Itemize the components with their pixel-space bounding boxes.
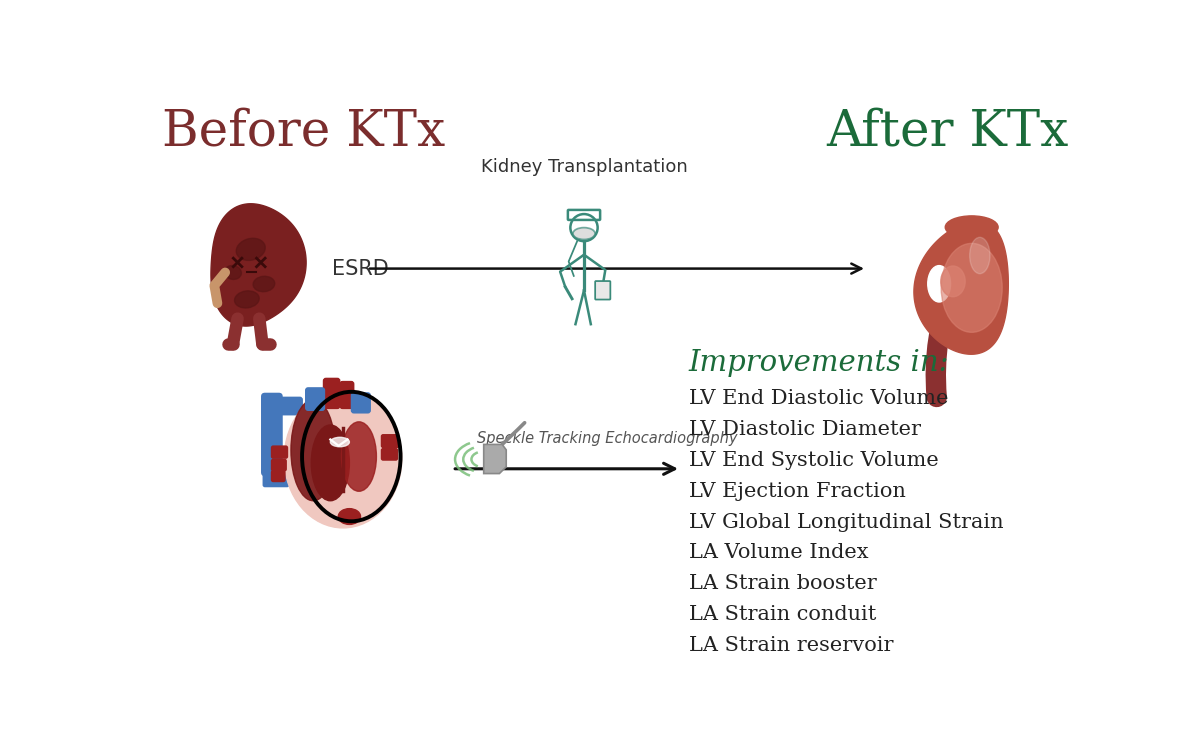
FancyBboxPatch shape [305,387,325,411]
Ellipse shape [342,422,377,491]
Polygon shape [484,445,506,473]
Ellipse shape [224,265,241,280]
Text: Speckle Tracking Echocardiography: Speckle Tracking Echocardiography [478,431,738,446]
Text: LA Strain reservoir: LA Strain reservoir [689,636,893,655]
Text: LV End Systolic Volume: LV End Systolic Volume [689,451,938,470]
Text: LV Ejection Fraction: LV Ejection Fraction [689,482,906,501]
FancyBboxPatch shape [271,445,288,459]
Ellipse shape [290,400,336,500]
Ellipse shape [928,265,950,302]
FancyBboxPatch shape [263,471,289,488]
Text: ESRD: ESRD [332,259,389,279]
Text: LV Diastolic Diameter: LV Diastolic Diameter [689,420,920,439]
Ellipse shape [311,425,349,500]
Text: LA Volume Index: LA Volume Index [689,544,868,562]
Text: LA Strain conduit: LA Strain conduit [689,605,876,624]
Text: After KTx: After KTx [826,107,1068,156]
Ellipse shape [253,276,275,292]
FancyBboxPatch shape [380,448,398,460]
Text: Kidney Transplantation: Kidney Transplantation [481,158,688,176]
FancyBboxPatch shape [595,281,611,299]
FancyBboxPatch shape [262,392,283,476]
Ellipse shape [946,216,998,239]
Ellipse shape [330,437,349,447]
FancyBboxPatch shape [262,397,302,416]
Text: Improvements in:: Improvements in: [689,349,949,377]
Ellipse shape [572,228,595,240]
Text: LA Strain booster: LA Strain booster [689,575,876,593]
Ellipse shape [970,237,990,274]
FancyBboxPatch shape [380,434,400,448]
Ellipse shape [236,238,265,260]
Ellipse shape [338,509,360,525]
Text: LV End Diastolic Volume: LV End Diastolic Volume [689,389,948,408]
Text: LV Global Longitudinal Strain: LV Global Longitudinal Strain [689,513,1003,531]
FancyBboxPatch shape [323,378,341,409]
Ellipse shape [941,266,965,297]
FancyBboxPatch shape [271,459,287,472]
FancyBboxPatch shape [340,381,354,409]
Ellipse shape [234,291,259,308]
Ellipse shape [284,389,402,528]
Ellipse shape [941,243,1002,333]
Polygon shape [914,222,1008,355]
FancyBboxPatch shape [271,470,286,482]
Text: Before KTx: Before KTx [162,107,445,156]
Polygon shape [211,204,306,326]
FancyBboxPatch shape [350,392,371,414]
